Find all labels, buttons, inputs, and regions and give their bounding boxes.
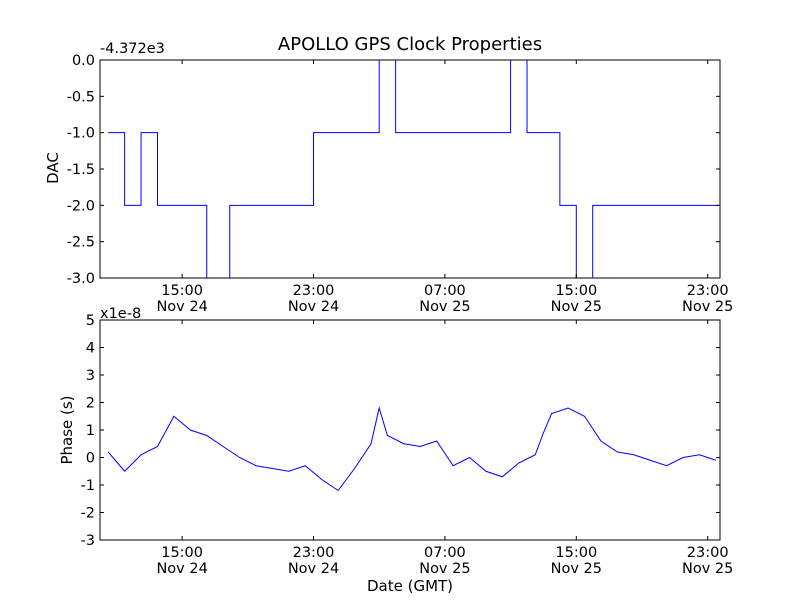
phase-ytick-label-4: 1 <box>86 423 95 439</box>
dac-xtick-date-1: Nov 24 <box>288 299 339 315</box>
dac-ytick-label-4: -2.0 <box>67 198 95 214</box>
phase-xtick-date-1: Nov 24 <box>288 561 339 577</box>
dac-ytick-label-5: -2.5 <box>67 235 95 251</box>
dac-xtick-date-4: Nov 25 <box>682 299 733 315</box>
dac-ytick-label-6: -3.0 <box>67 271 95 287</box>
dac-axes: -4.372e3 DAC 0.0 -0.5 -1.0 -1.5 -2.0 -2.5 -3.0… <box>44 41 733 315</box>
phase-ytick-label-6: -1 <box>81 478 95 494</box>
dac-xtick-time-2: 07:00 <box>424 283 466 299</box>
dac-xtick-date-3: Nov 25 <box>551 299 602 315</box>
phase-xtick-time-2: 07:00 <box>424 545 466 561</box>
dac-xtick-date-2: Nov 25 <box>419 299 470 315</box>
phase-xtick-date-0: Nov 24 <box>156 561 207 577</box>
phase-ytick-label-7: -2 <box>81 506 95 522</box>
phase-offset-text: x1e-8 <box>100 306 141 322</box>
dac-xtick-time-4: 23:00 <box>687 283 729 299</box>
phase-ytick-label-5: 0 <box>86 451 95 467</box>
phase-xtick-time-3: 15:00 <box>555 545 597 561</box>
dac-ytick-label-0: 0.0 <box>72 53 95 69</box>
dac-series-line <box>108 59 720 279</box>
phase-xtick-date-2: Nov 25 <box>419 561 470 577</box>
phase-ytick-label-0: 5 <box>86 313 95 329</box>
phase-xtick-time-1: 23:00 <box>293 545 335 561</box>
phase-xtick-time-4: 23:00 <box>687 545 729 561</box>
dac-xtick-date-0: Nov 24 <box>156 299 207 315</box>
dac-ylabel: DAC <box>44 152 62 184</box>
dac-xtick-time-3: 15:00 <box>555 283 597 299</box>
dac-ytick-label-1: -0.5 <box>67 89 95 105</box>
dac-ytick-label-2: -1.0 <box>67 126 95 142</box>
phase-xtick-date-3: Nov 25 <box>551 561 602 577</box>
phase-xlabel: Date (GMT) <box>367 577 453 595</box>
dac-offset-text: -4.372e3 <box>100 41 165 57</box>
phase-axes: x1e-8 Phase (s) Date (GMT) 5 4 3 2 1 0 -1 -2 -3 1… <box>58 306 733 595</box>
phase-xtick-date-4: Nov 25 <box>682 561 733 577</box>
phase-ytick-label-1: 4 <box>86 341 95 357</box>
dac-xtick-time-0: 15:00 <box>161 283 203 299</box>
phase-ytick-label-3: 2 <box>86 396 95 412</box>
phase-ytick-label-2: 3 <box>86 368 95 384</box>
phase-ylabel: Phase (s) <box>58 395 76 464</box>
dac-ytick-label-3: -1.5 <box>67 162 95 178</box>
phase-xtick-time-0: 15:00 <box>161 545 203 561</box>
dac-xtick-time-1: 23:00 <box>293 283 335 299</box>
phase-ytick-label-8: -3 <box>81 533 95 549</box>
phase-series-line <box>107 406 717 492</box>
chart-title: APOLLO GPS Clock Properties <box>278 34 542 55</box>
